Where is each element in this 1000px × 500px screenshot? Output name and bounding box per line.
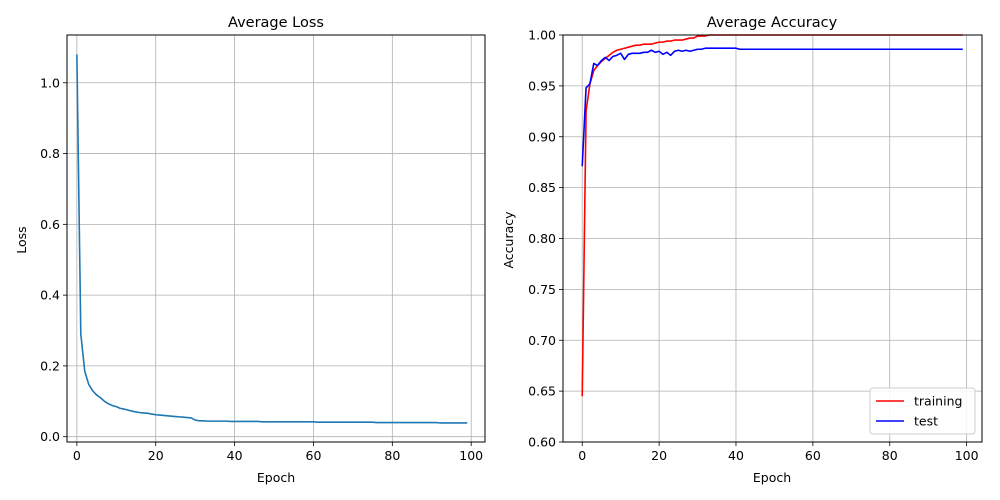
accuracy-x-tick-label: 0 (578, 448, 586, 463)
accuracy-y-tick-label: 1.00 (528, 28, 556, 43)
accuracy-y-tick-label: 0.70 (528, 333, 556, 348)
accuracy-x-tick-label: 100 (955, 448, 979, 463)
loss-x-tick-label: 80 (384, 448, 400, 463)
legend-label-training: training (914, 394, 962, 409)
loss-x-axis-label: Epoch (257, 470, 295, 485)
accuracy-x-tick-label: 80 (882, 448, 898, 463)
legend-label-test: test (914, 414, 938, 429)
accuracy-x-tick-label: 20 (651, 448, 667, 463)
loss-y-tick-label: 0.6 (40, 217, 60, 232)
loss-y-tick-label: 1.0 (40, 75, 60, 90)
loss-chart: 0 20 40 60 80 100 0.0 0.2 0.4 0.6 0.8 1.0 Average … (14, 15, 486, 485)
accuracy-legend: training test (869, 387, 976, 435)
loss-y-axis-label: Loss (14, 226, 29, 253)
accuracy-y-tick-label: 0.60 (528, 435, 556, 450)
accuracy-x-ticks: 0 20 40 60 80 100 (578, 442, 979, 463)
accuracy-y-ticks: 0.60 0.65 0.70 0.75 0.80 0.85 0.90 0.95 1.00 (528, 28, 563, 450)
accuracy-test-line (581, 47, 963, 167)
accuracy-y-tick-label: 0.85 (528, 180, 556, 195)
accuracy-y-tick-label: 0.95 (528, 78, 556, 93)
loss-y-tick-label: 0.0 (40, 429, 60, 444)
accuracy-y-tick-label: 0.75 (528, 282, 556, 297)
loss-x-tick-label: 60 (306, 448, 322, 463)
loss-y-tick-label: 0.2 (40, 358, 60, 373)
accuracy-y-tick-label: 0.90 (528, 129, 556, 144)
loss-y-tick-label: 0.8 (40, 146, 60, 161)
loss-x-tick-label: 40 (227, 448, 243, 463)
loss-grid (67, 35, 485, 442)
accuracy-x-tick-label: 40 (728, 448, 744, 463)
accuracy-y-axis-label: Accuracy (501, 211, 516, 269)
accuracy-x-axis-label: Epoch (753, 470, 791, 485)
legend-box (869, 387, 976, 435)
loss-series-group (76, 54, 468, 424)
loss-x-tick-label: 0 (73, 448, 81, 463)
accuracy-y-tick-label: 0.80 (528, 231, 556, 246)
loss-x-tick-label: 20 (148, 448, 164, 463)
loss-chart-title: Average Loss (228, 15, 324, 31)
loss-plot-frame (66, 34, 486, 443)
accuracy-x-tick-label: 60 (805, 448, 821, 463)
loss-y-tick-label: 0.4 (40, 288, 60, 303)
loss-series-0-line (76, 54, 468, 424)
loss-y-ticks: 0.0 0.2 0.4 0.6 0.8 1.0 (40, 75, 67, 444)
loss-x-tick-label: 100 (459, 448, 483, 463)
accuracy-chart: 0 20 40 60 80 100 0.60 0.65 0.70 0.75 0.80 0.85 0.9… (501, 15, 983, 485)
loss-x-ticks: 0 20 40 60 80 100 (73, 442, 483, 463)
accuracy-y-tick-label: 0.65 (528, 384, 556, 399)
accuracy-chart-title: Average Accuracy (707, 15, 838, 31)
